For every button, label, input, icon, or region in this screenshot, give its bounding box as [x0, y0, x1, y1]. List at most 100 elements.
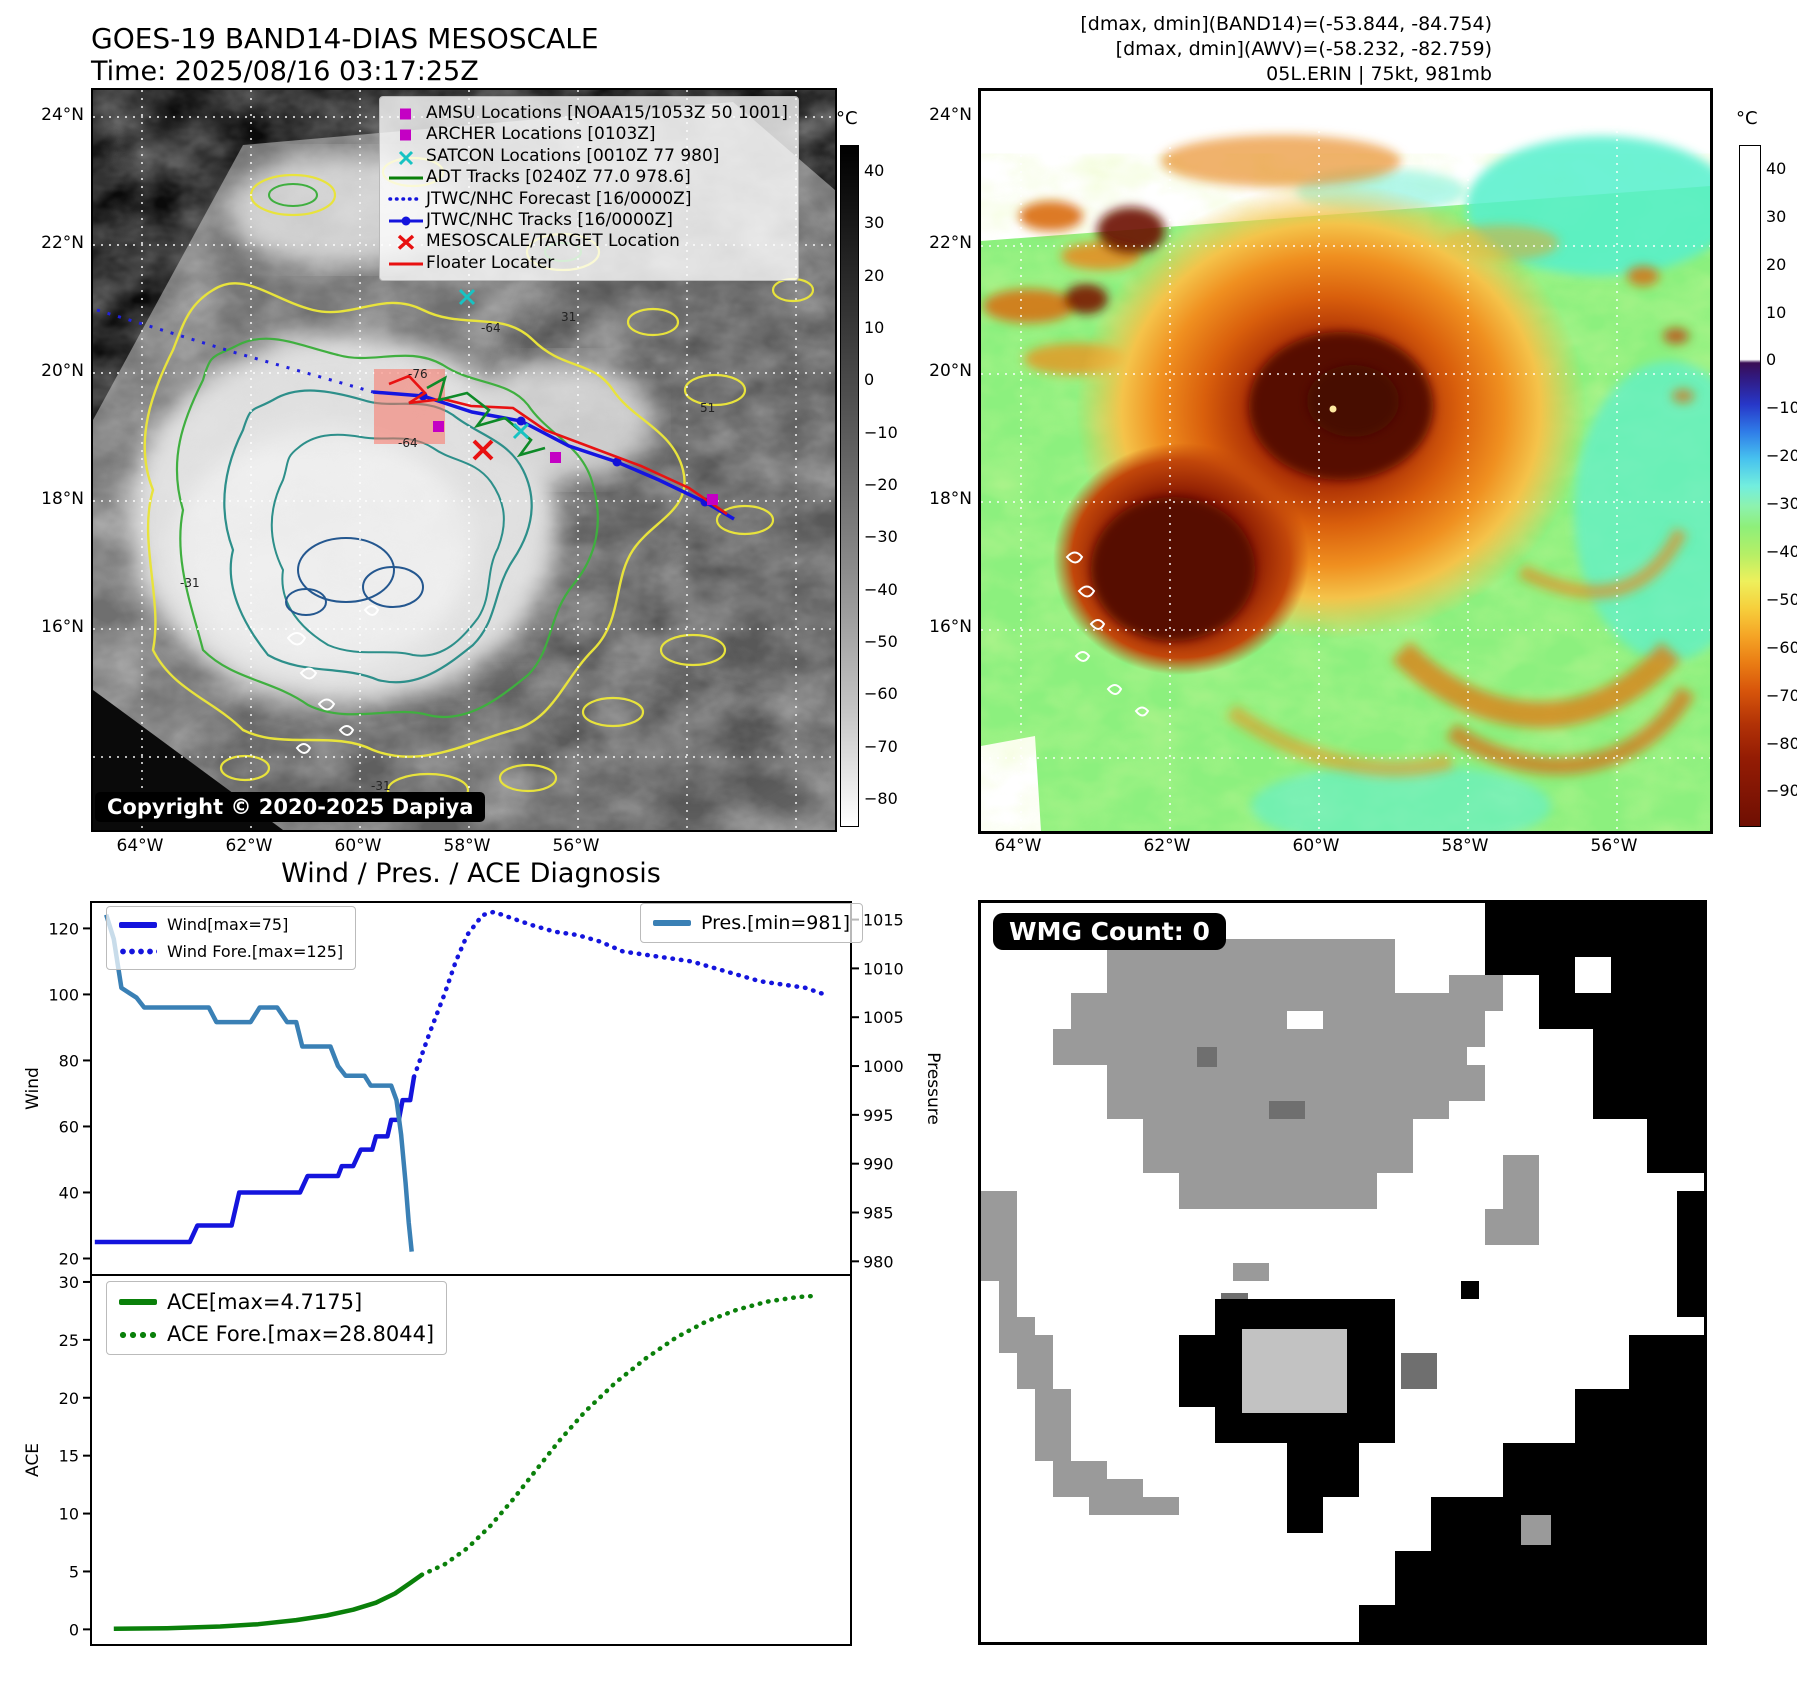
goes-colorbar-tick: −40 [864, 579, 898, 599]
awv-colorbar-tick: −60 [1766, 637, 1797, 657]
wmg-lightgray-core [1242, 1329, 1347, 1413]
timestamp: Time: 2025/08/16 03:17:25Z [91, 56, 479, 87]
goes-lon-label: 56°W [552, 836, 600, 856]
dmax-dmin-info: [dmax, dmin](BAND14)=(-53.844, -84.754) … [1080, 12, 1492, 87]
svg-text:Pressure: Pressure [923, 1052, 943, 1125]
svg-text:20: 20 [59, 1249, 79, 1268]
pressure-solid-sample [653, 920, 691, 926]
svg-text:20: 20 [59, 1389, 79, 1408]
svg-text:10: 10 [59, 1505, 79, 1524]
awv-colorbar-tick: 0 [1766, 350, 1777, 370]
goes-colorbar-tick: −20 [864, 475, 898, 494]
awv-colorbar-tick: −50 [1766, 589, 1797, 609]
awv-lat-label: 16°N [929, 617, 972, 637]
svg-text:-31: -31 [371, 779, 391, 793]
svg-text:-76: -76 [408, 367, 428, 381]
wmg-pixel-map [981, 903, 1704, 1642]
awv-lat-label: 18°N [929, 489, 972, 509]
storm-id: 05L.ERIN | 75kt, 981mb [1266, 63, 1492, 85]
floater-track [388, 374, 728, 516]
awv-colorbar-tick: 20 [1766, 254, 1787, 274]
awv-colorbar-tick: −90 [1766, 781, 1797, 801]
ace-forecast-legend-label: ACE Fore.[max=28.8044] [167, 1322, 435, 1346]
map-legend-item: MESOSCALE/TARGET Location [386, 231, 788, 252]
copyright-badge: Copyright © 2020-2025 Dapiya [95, 792, 486, 822]
goes-colorbar-tick: 20 [864, 265, 885, 285]
map-legend-item: Floater Locater [386, 253, 788, 274]
wind-legend: Wind[max=75] Wind Fore.[max=125] [106, 906, 357, 970]
goes-colorbar-tick: −60 [864, 684, 898, 704]
goes-colorbar-tick: 30 [864, 213, 885, 233]
awv-colorbar-tick: 10 [1766, 302, 1787, 322]
goes-lat-label: 16°N [41, 617, 84, 637]
goes-lon-label: 64°W [116, 836, 164, 856]
svg-text:1010: 1010 [863, 959, 904, 978]
coastlines [286, 605, 380, 754]
svg-text:1005: 1005 [863, 1008, 904, 1027]
goes-colorbar [840, 145, 859, 827]
awv-field [981, 135, 1764, 848]
goes-colorbar-tick: 0 [864, 370, 875, 390]
awv-lon-label: 64°W [994, 836, 1042, 856]
awv-colorbar-tick: −30 [1766, 494, 1797, 514]
map-legend: AMSU Locations [NOAA15/1053Z 50 1001] ARC… [379, 96, 799, 282]
awv-lat-label: 20°N [929, 361, 972, 381]
goes-lat-label: 24°N [41, 105, 84, 125]
goes-lat-label: 18°N [41, 489, 84, 509]
line-red-marker-icon [389, 262, 423, 266]
x-cyan-marker-icon [398, 150, 414, 165]
map-legend-label: ADT Tracks [0240Z 77.0 978.6] [426, 167, 691, 188]
wind-forecast-legend-label: Wind Fore.[max=125] [167, 942, 344, 961]
wmg-panel: WMG Count: 0 [978, 900, 1707, 1645]
svg-text:40: 40 [59, 1183, 79, 1202]
adt-track [426, 375, 546, 458]
map-legend-item: SATCON Locations [0010Z 77 980] [386, 146, 788, 167]
awv-colorbar-tick: 30 [1766, 206, 1787, 226]
map-legend-item: AMSU Locations [NOAA15/1053Z 50 1001] [386, 103, 788, 124]
goes-colorbar-tick: −30 [864, 527, 898, 547]
goes-lon-label: 60°W [334, 836, 382, 856]
dotted-blue-marker-icon [388, 197, 424, 202]
svg-text:985: 985 [863, 1204, 894, 1223]
jtwc-track [372, 390, 735, 521]
svg-text:-64: -64 [481, 321, 501, 335]
awv-colorbar [1739, 145, 1761, 827]
awv-colorbar-tick: −20 [1766, 446, 1797, 466]
map-legend-label: MESOSCALE/TARGET Location [426, 231, 680, 252]
map-legend-item: ADT Tracks [0240Z 77.0 978.6] [386, 167, 788, 188]
contour-value-labels: -76 -64 -64 -31 31 51 -31 [180, 310, 715, 793]
svg-text:31: 31 [561, 310, 576, 324]
satcon-markers [458, 288, 530, 440]
goes-colorbar-tick: 10 [864, 318, 885, 338]
ace-legend: ACE[max=4.7175] ACE Fore.[max=28.8044] [106, 1281, 448, 1355]
awv-enhanced-map [978, 88, 1764, 848]
wmg-gray-region [981, 939, 1704, 1642]
goes-band14-map: -76 -64 -64 -31 31 51 -31 AMSU Locations [NOAA… [91, 88, 893, 860]
wind-forecast-sample [119, 948, 157, 955]
coastlines [1065, 551, 1150, 717]
awv-lon-label: 56°W [1590, 836, 1638, 856]
goes-lat-label: 22°N [41, 233, 84, 253]
awv-colorbar-tick: −40 [1766, 542, 1797, 562]
pressure-legend: Pres.[min=981] [640, 903, 863, 943]
square-magenta-marker-icon [400, 129, 411, 141]
pressure-legend-label: Pres.[min=981] [701, 912, 850, 934]
map-legend-label: JTWC/NHC Tracks [16/0000Z] [426, 210, 673, 231]
info-band14: [dmax, dmin](BAND14)=(-53.844, -84.754) [1080, 13, 1492, 35]
line-green-marker-icon [389, 176, 423, 180]
x-red-marker-icon [397, 234, 415, 250]
svg-text:1015: 1015 [863, 911, 904, 930]
svg-text:0: 0 [69, 1620, 79, 1639]
mesoscale-target-marker [472, 439, 494, 461]
map-legend-label: ARCHER Locations [0103Z] [426, 124, 656, 145]
ace-legend-label: ACE[max=4.7175] [167, 1290, 363, 1314]
info-awv: [dmax, dmin](AWV)=(-58.232, -82.759) [1115, 38, 1492, 60]
map-legend-label: AMSU Locations [NOAA15/1053Z 50 1001] [426, 103, 788, 123]
svg-text:25: 25 [59, 1331, 79, 1350]
svg-text:51: 51 [700, 401, 715, 415]
awv-colorbar-tick: −80 [1766, 733, 1797, 753]
svg-text:-64: -64 [398, 436, 418, 450]
awv-colorbar-tick: 40 [1766, 158, 1787, 178]
svg-text:15: 15 [59, 1447, 79, 1466]
